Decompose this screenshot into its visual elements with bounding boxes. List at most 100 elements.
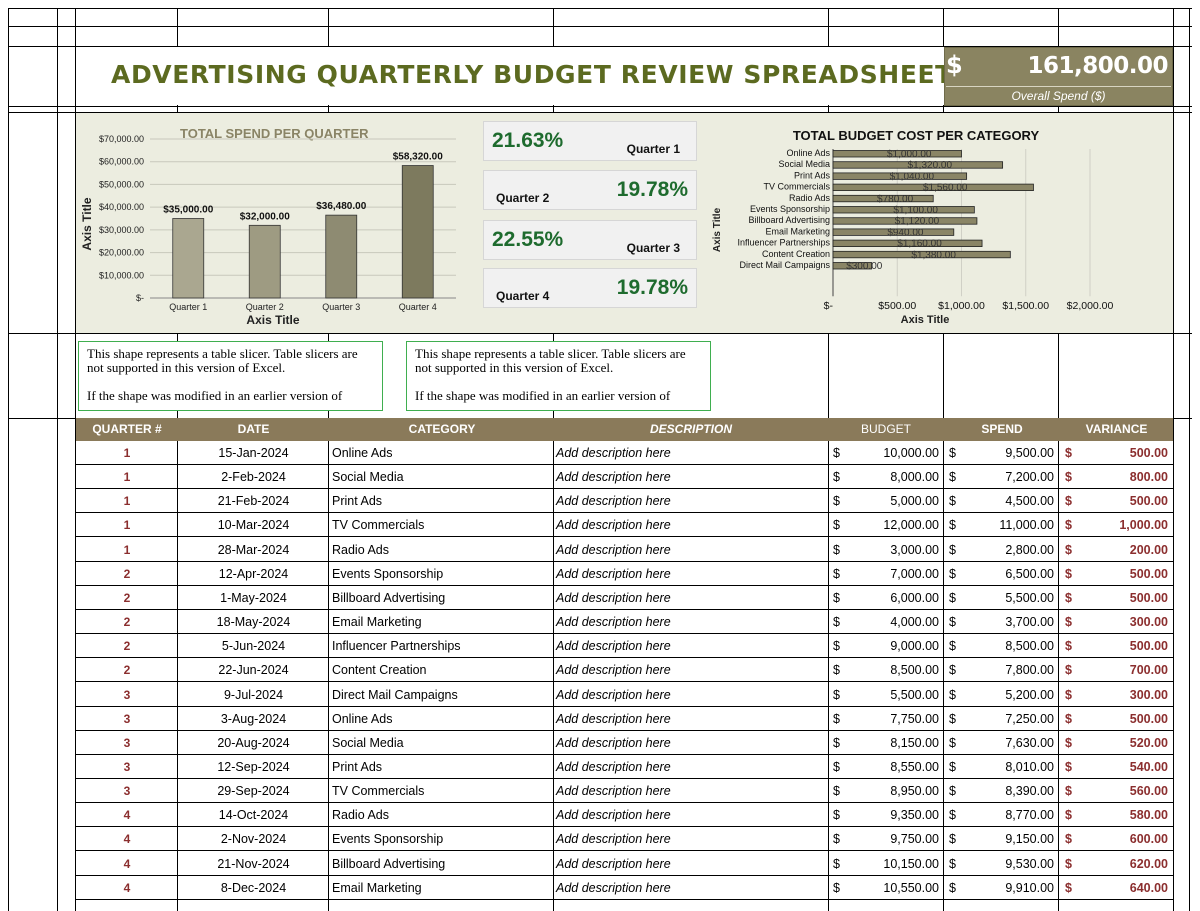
budget-cell[interactable]: 9,350.00: [890, 808, 939, 823]
category-cell[interactable]: Email Marketing: [332, 880, 422, 895]
quarter-cell[interactable]: 1: [123, 446, 131, 460]
budget-cell[interactable]: 8,950.00: [890, 784, 939, 799]
category-cell[interactable]: Content Creation: [332, 663, 427, 678]
variance-cell[interactable]: 640.00: [1129, 880, 1168, 895]
category-chart-bar[interactable]: [832, 183, 1034, 191]
description-cell[interactable]: Add description here: [556, 880, 671, 895]
date-cell[interactable]: 15-Jan-2024: [218, 446, 289, 460]
quarter-cell[interactable]: 2: [123, 663, 131, 678]
description-cell[interactable]: Add description here: [556, 784, 671, 799]
spend-cell[interactable]: 5,200.00: [1005, 687, 1054, 702]
budget-cell[interactable]: 5,000.00: [890, 494, 939, 509]
budget-cell[interactable]: 3,000.00: [890, 542, 939, 557]
table-row[interactable]: 2 22-Jun-2024 Content Creation Add descript…: [76, 658, 1173, 683]
category-cell[interactable]: Social Media: [332, 735, 404, 750]
budget-cell[interactable]: 6,000.00: [890, 590, 939, 605]
variance-cell[interactable]: 300.00: [1129, 615, 1168, 630]
category-chart-bar[interactable]: [832, 262, 872, 270]
variance-cell[interactable]: 500.00: [1129, 639, 1168, 654]
quarter-cell[interactable]: 2: [123, 590, 131, 605]
spend-cell[interactable]: 5,500.00: [1005, 590, 1054, 605]
table-row[interactable]: 1 15-Jan-2024 Online Ads Add description he…: [76, 441, 1173, 465]
description-cell[interactable]: Add description here: [556, 542, 671, 557]
description-cell[interactable]: Add description here: [556, 494, 671, 509]
category-cell[interactable]: Radio Ads: [332, 808, 389, 823]
date-cell[interactable]: 18-May-2024: [216, 615, 291, 630]
budget-cell[interactable]: 5,500.00: [890, 687, 939, 702]
table-row[interactable]: 3 9-Jul-2024 Direct Mail Campaigns Add desc…: [76, 683, 1173, 707]
date-cell[interactable]: 14-Oct-2024: [218, 808, 289, 823]
description-cell[interactable]: Add description here: [556, 735, 671, 750]
date-cell[interactable]: 2-Nov-2024: [220, 832, 287, 847]
category-cell[interactable]: Email Marketing: [332, 615, 422, 630]
description-cell[interactable]: Add description here: [556, 711, 671, 726]
category-cell[interactable]: TV Commercials: [332, 518, 425, 533]
description-cell[interactable]: Add description here: [556, 663, 671, 678]
quarter-chart-bar[interactable]: [401, 165, 434, 299]
budget-cell[interactable]: 12,000.00: [883, 518, 939, 533]
budget-cell[interactable]: 8,150.00: [890, 735, 939, 750]
variance-cell[interactable]: 500.00: [1129, 590, 1168, 605]
description-cell[interactable]: Add description here: [556, 687, 671, 702]
quarter-cell[interactable]: 4: [123, 808, 131, 823]
category-cell[interactable]: Print Ads: [332, 759, 383, 774]
table-row[interactable]: 1 21-Feb-2024 Print Ads Add description her…: [76, 489, 1173, 514]
description-cell[interactable]: Add description here: [556, 856, 671, 871]
date-cell[interactable]: 9-Jul-2024: [223, 687, 284, 702]
date-cell[interactable]: 28-Mar-2024: [217, 542, 290, 557]
spend-cell[interactable]: 8,770.00: [1005, 808, 1054, 823]
quarter-cell[interactable]: 3: [123, 735, 131, 750]
category-cell[interactable]: Online Ads: [332, 446, 393, 460]
col-header-spend[interactable]: SPEND: [981, 422, 1023, 436]
table-slicer-placeholder-2[interactable]: This shape represents a table slicer. Ta…: [406, 341, 711, 411]
description-cell[interactable]: Add description here: [556, 470, 671, 485]
budget-cell[interactable]: 9,750.00: [890, 832, 939, 847]
variance-cell[interactable]: 200.00: [1129, 542, 1168, 557]
category-chart-bar[interactable]: [832, 150, 962, 158]
spend-cell[interactable]: 11,000.00: [999, 518, 1054, 533]
variance-cell[interactable]: 580.00: [1129, 808, 1168, 823]
budget-cell[interactable]: 9,000.00: [890, 639, 939, 654]
budget-cell[interactable]: 8,000.00: [890, 470, 939, 485]
budget-per-category-chart[interactable]: TOTAL BUDGET COST PER CATEGORY Axis Titl…: [706, 122, 1166, 330]
spend-cell[interactable]: 8,010.00: [1005, 759, 1054, 774]
spend-cell[interactable]: 8,390.00: [1005, 784, 1054, 799]
variance-cell[interactable]: 500.00: [1129, 446, 1168, 460]
overall-spend-box[interactable]: [944, 47, 1173, 106]
budget-cell[interactable]: 8,500.00: [890, 663, 939, 678]
date-cell[interactable]: 29-Sep-2024: [217, 784, 290, 799]
category-chart-bar[interactable]: [832, 217, 978, 225]
spend-cell[interactable]: 3,700.00: [1005, 615, 1054, 630]
category-cell[interactable]: Social Media: [332, 470, 404, 485]
budget-cell[interactable]: 10,550.00: [883, 880, 939, 895]
col-header-variance[interactable]: VARIANCE: [1085, 422, 1148, 436]
quarter-4-card[interactable]: Quarter 4 19.78%: [483, 268, 697, 308]
category-chart-bar[interactable]: [832, 194, 934, 203]
category-chart-bar[interactable]: [832, 228, 955, 236]
table-row[interactable]: 1 10-Mar-2024 TV Commercials Add descriptio…: [76, 513, 1173, 538]
table-row[interactable]: 4 2-Nov-2024 Events Sponsorship Add descrip…: [76, 827, 1173, 852]
description-cell[interactable]: Add description here: [556, 615, 671, 630]
budget-cell[interactable]: 10,150.00: [883, 856, 939, 871]
quarter-cell[interactable]: 1: [123, 542, 131, 557]
spend-cell[interactable]: 2,800.00: [1005, 542, 1054, 557]
description-cell[interactable]: Add description here: [556, 759, 671, 774]
category-cell[interactable]: Print Ads: [332, 494, 383, 509]
col-header-date[interactable]: DATE: [237, 422, 270, 436]
quarter-cell[interactable]: 2: [123, 615, 131, 630]
table-row[interactable]: 3 12-Sep-2024 Print Ads Add description her…: [76, 755, 1173, 779]
table-row[interactable]: 4 14-Oct-2024 Radio Ads Add description her…: [76, 803, 1173, 828]
table-row[interactable]: 2 12-Apr-2024 Events Sponsorship Add descri…: [76, 562, 1173, 586]
quarter-cell[interactable]: 3: [123, 687, 131, 702]
spend-per-quarter-chart[interactable]: TOTAL SPEND PER QUARTER Axis Title Axis …: [76, 118, 476, 330]
spend-cell[interactable]: 7,630.00: [1005, 735, 1054, 750]
quarter-cell[interactable]: 3: [123, 784, 131, 799]
table-row[interactable]: 1 28-Mar-2024 Radio Ads Add description her…: [76, 538, 1173, 562]
quarter-chart-bar[interactable]: [248, 224, 281, 299]
spend-cell[interactable]: 4,500.00: [1005, 494, 1054, 509]
category-chart-bar[interactable]: [832, 239, 983, 247]
date-cell[interactable]: 12-Sep-2024: [217, 759, 290, 774]
spend-cell[interactable]: 8,500.00: [1005, 639, 1054, 654]
table-row[interactable]: 4 8-Dec-2024 Email Marketing Add descriptio…: [76, 876, 1173, 900]
date-cell[interactable]: 8-Dec-2024: [220, 880, 287, 895]
